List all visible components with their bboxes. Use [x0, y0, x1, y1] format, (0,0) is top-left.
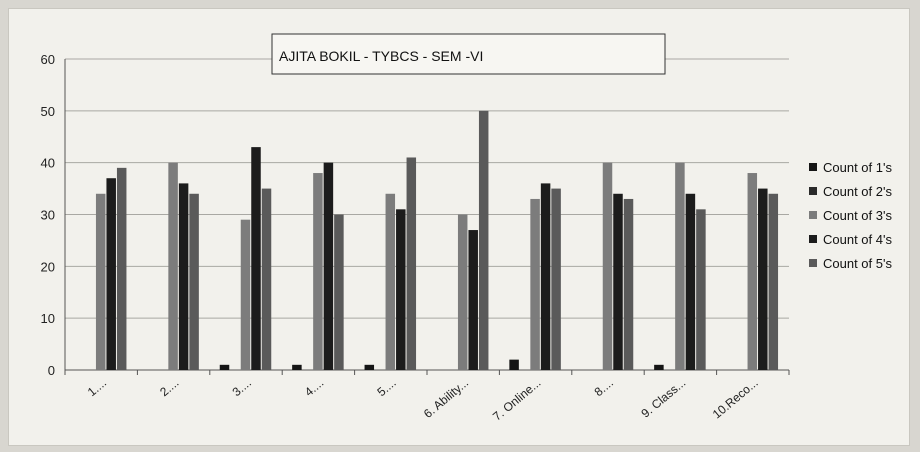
bar	[334, 214, 344, 370]
y-tick-label: 50	[41, 104, 55, 119]
bar	[95, 193, 106, 370]
bar	[457, 214, 468, 370]
legend-swatch	[809, 259, 817, 267]
bar	[478, 110, 489, 370]
legend-swatch	[809, 187, 817, 195]
bar	[106, 178, 116, 370]
bar	[323, 162, 334, 370]
bar	[685, 193, 696, 370]
bar	[468, 230, 478, 370]
y-tick-label: 10	[41, 311, 55, 326]
x-tick-label: 8....	[592, 376, 616, 400]
bar	[696, 209, 706, 370]
y-tick-label: 0	[48, 363, 55, 378]
x-tick-label: 2....	[157, 376, 181, 400]
bar	[623, 198, 634, 370]
x-tick-label: 3....	[230, 376, 254, 400]
bar	[396, 209, 406, 370]
bar-chart: 0 10 20 30 40 50 60 1.... 2.... 3.... 4.... 5.... 6.…	[41, 33, 892, 424]
bar	[385, 193, 396, 370]
chart-title: AJITA BOKIL - TYBCS - SEM -VI	[279, 48, 483, 64]
bar	[768, 193, 779, 370]
x-tick-label: 6. Ability...	[421, 376, 471, 421]
bar	[551, 188, 561, 370]
x-tick-label: 1....	[85, 376, 109, 400]
bar	[364, 364, 375, 370]
bar	[613, 193, 623, 370]
bar	[758, 188, 768, 370]
bar	[602, 162, 613, 370]
bar	[654, 364, 664, 370]
chart-frame: 0 10 20 30 40 50 60 1.... 2.... 3.... 4.... 5.... 6.…	[8, 8, 910, 446]
bar	[509, 359, 519, 370]
bar	[189, 193, 199, 370]
bar	[178, 183, 189, 370]
bar	[530, 198, 540, 370]
x-tick-label: 4....	[302, 376, 326, 400]
bar	[292, 364, 302, 370]
x-tick-label: 7. Online...	[490, 376, 543, 424]
y-tick-label: 30	[41, 208, 55, 223]
legend-swatch	[809, 235, 817, 243]
legend-label: Count of 4's	[823, 232, 892, 247]
bar	[240, 219, 251, 370]
legend-label: Count of 2's	[823, 184, 892, 199]
bar	[168, 162, 178, 370]
y-tick-label: 60	[41, 52, 55, 67]
legend-swatch	[809, 211, 817, 219]
y-tick-label: 20	[41, 259, 55, 274]
y-tick-label: 40	[41, 156, 55, 171]
bar	[406, 157, 417, 370]
legend-swatch	[809, 163, 817, 171]
legend-label: Count of 1's	[823, 160, 892, 175]
x-tick-label: 9. Class...	[638, 376, 688, 421]
bar	[261, 188, 272, 370]
bar	[116, 167, 127, 370]
bar	[251, 147, 261, 370]
bar	[313, 173, 323, 370]
bar	[540, 183, 551, 370]
legend-label: Count of 3's	[823, 208, 892, 223]
chart-title-box	[271, 33, 666, 75]
x-tick-label: 5....	[374, 376, 398, 400]
bar	[675, 162, 685, 370]
bar	[219, 364, 230, 370]
x-tick-label: 10.Reco...	[710, 376, 761, 422]
bar	[747, 173, 758, 370]
legend-label: Count of 5's	[823, 256, 892, 271]
